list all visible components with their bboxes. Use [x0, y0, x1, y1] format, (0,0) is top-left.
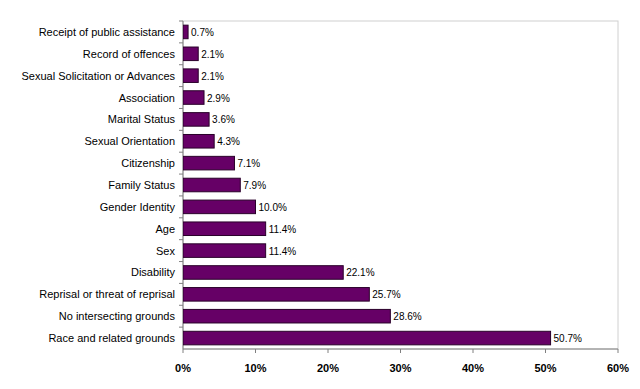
y-tick — [179, 217, 183, 218]
data-label: 2.1% — [201, 71, 224, 82]
data-label: 11.4% — [269, 246, 297, 257]
y-tick — [179, 86, 183, 87]
y-tick — [179, 42, 183, 43]
x-tick — [400, 349, 401, 353]
category-label: Reprisal or threat of reprisal — [39, 288, 175, 300]
y-tick — [179, 130, 183, 131]
x-tick — [545, 349, 546, 353]
x-tick — [183, 349, 184, 353]
y-tick — [179, 21, 183, 22]
bars — [183, 25, 551, 345]
plot-frame — [183, 21, 618, 349]
data-label: 25.7% — [372, 289, 400, 300]
x-tick-label: 30% — [389, 362, 411, 374]
category-label: Family Status — [108, 179, 175, 191]
category-label: Race and related grounds — [48, 332, 175, 344]
data-label: 22.1% — [346, 267, 374, 278]
y-tick — [179, 283, 183, 284]
x-tick-label: 10% — [244, 362, 266, 374]
bar — [183, 47, 198, 61]
category-label: Record of offences — [83, 48, 176, 60]
bar — [183, 331, 551, 345]
bar — [183, 25, 188, 39]
category-label: Age — [155, 223, 175, 235]
chart: 0% 10% 20% 30% 40% 50% 60% Receipt of public as… — [0, 0, 640, 389]
bar — [183, 134, 214, 148]
bar — [183, 266, 343, 280]
bar — [183, 244, 266, 258]
category-label: Receipt of public assistance — [39, 26, 175, 38]
bar — [183, 222, 266, 236]
x-tick — [473, 349, 474, 353]
y-tick — [179, 174, 183, 175]
data-label: 11.4% — [269, 224, 297, 235]
data-label: 2.9% — [207, 93, 230, 104]
category-label: Disability — [131, 266, 176, 278]
bar — [183, 178, 240, 192]
y-tick — [179, 195, 183, 196]
data-label: 0.7% — [191, 27, 214, 38]
x-tick — [328, 349, 329, 353]
category-label: Marital Status — [108, 113, 176, 125]
data-label: 4.3% — [217, 136, 240, 147]
category-label: Association — [119, 92, 175, 104]
y-tick — [179, 327, 183, 328]
y-tick — [179, 152, 183, 153]
y-tick — [179, 64, 183, 65]
data-label: 2.1% — [201, 49, 224, 60]
category-label: Sexual Solicitation or Advances — [22, 70, 176, 82]
x-tick-label: 20% — [317, 362, 339, 374]
category-label: Citizenship — [121, 157, 175, 169]
category-label: Sex — [156, 245, 175, 257]
bar — [183, 200, 256, 214]
x-tick — [255, 349, 256, 353]
data-label: 50.7% — [554, 333, 582, 344]
category-label: No intersecting grounds — [59, 310, 176, 322]
category-label: Gender Identity — [100, 201, 176, 213]
bar — [183, 288, 369, 302]
x-tick-label: 50% — [534, 362, 556, 374]
y-tick — [179, 108, 183, 109]
y-tick — [179, 239, 183, 240]
data-label: 28.6% — [393, 311, 421, 322]
bar — [183, 156, 234, 170]
x-tick-label: 40% — [462, 362, 484, 374]
bar — [183, 91, 204, 105]
bar — [183, 113, 209, 127]
y-tick — [179, 261, 183, 262]
x-tick — [618, 349, 619, 353]
x-tick-label: 0% — [175, 362, 191, 374]
data-label: 7.1% — [237, 158, 260, 169]
category-label: Sexual Orientation — [85, 135, 176, 147]
bar — [183, 69, 198, 83]
data-label: 10.0% — [259, 202, 287, 213]
data-label: 3.6% — [212, 114, 235, 125]
bar — [183, 309, 390, 323]
data-label: 7.9% — [243, 180, 266, 191]
x-tick-label: 60% — [607, 362, 629, 374]
y-tick — [179, 305, 183, 306]
